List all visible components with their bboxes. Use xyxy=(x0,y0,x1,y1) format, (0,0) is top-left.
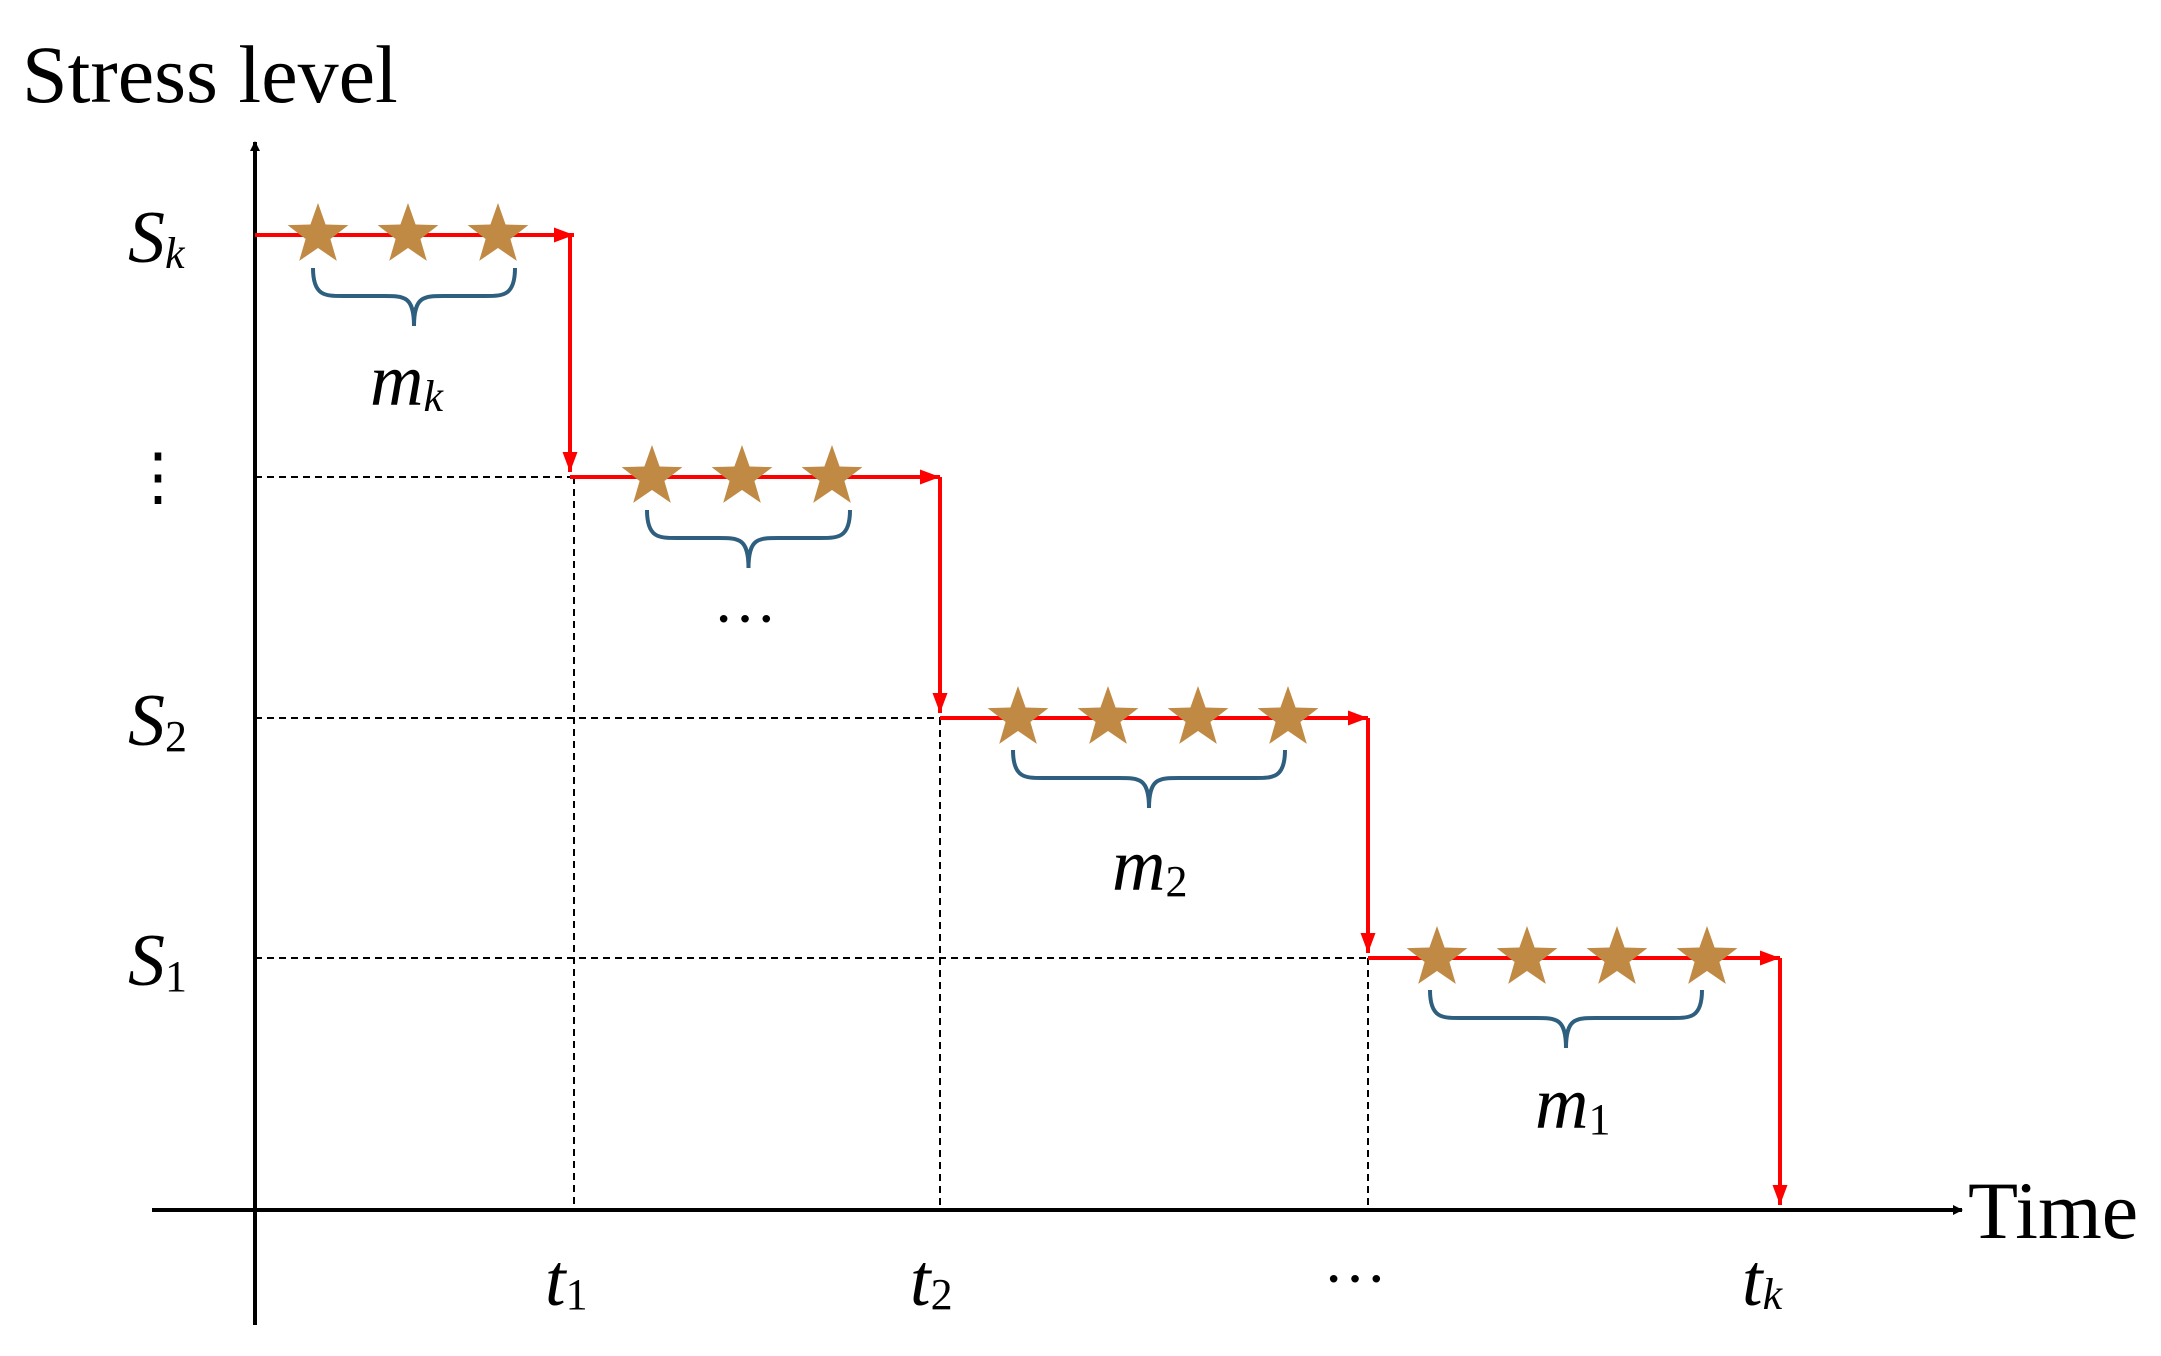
group-braces xyxy=(311,267,1704,1049)
time-label-dots: ··· xyxy=(1323,1243,1387,1314)
group-brace xyxy=(311,267,517,327)
failure-star xyxy=(287,203,349,261)
failure-star xyxy=(621,445,683,503)
time-label-t1: t1 xyxy=(545,1240,588,1322)
group-label-m2: m2 xyxy=(1112,825,1187,907)
failure-star xyxy=(1406,926,1468,984)
failure-star xyxy=(1496,926,1558,984)
group-brace xyxy=(1011,749,1287,809)
failure-star xyxy=(1077,686,1139,744)
failure-stars xyxy=(287,203,1738,984)
failure-star xyxy=(711,445,773,503)
group-label-mid-dots: ··· xyxy=(713,583,777,654)
level-label-sk: Sk xyxy=(128,197,186,279)
failure-star xyxy=(1676,926,1738,984)
failure-star xyxy=(987,686,1049,744)
group-brace xyxy=(645,509,852,569)
x-axis-label: Time xyxy=(1968,1165,2138,1256)
time-label-tk: tk xyxy=(1742,1240,1784,1322)
failure-star xyxy=(377,203,439,261)
failure-star xyxy=(467,203,529,261)
failure-star xyxy=(1257,686,1319,744)
level-label-s2: S2 xyxy=(128,680,187,762)
group-label-m1: m1 xyxy=(1535,1063,1610,1145)
time-label-t2: t2 xyxy=(910,1240,953,1322)
dashed-guides xyxy=(255,476,1369,1210)
failure-star xyxy=(1167,686,1229,744)
level-label-s1: S1 xyxy=(128,920,187,1002)
group-brace xyxy=(1428,989,1704,1049)
y-axis-label: Stress level xyxy=(22,29,398,120)
level-label-dots: ⋮ xyxy=(126,441,190,512)
failure-star xyxy=(1586,926,1648,984)
group-label-mk: mk xyxy=(370,340,444,422)
failure-star xyxy=(801,445,863,503)
